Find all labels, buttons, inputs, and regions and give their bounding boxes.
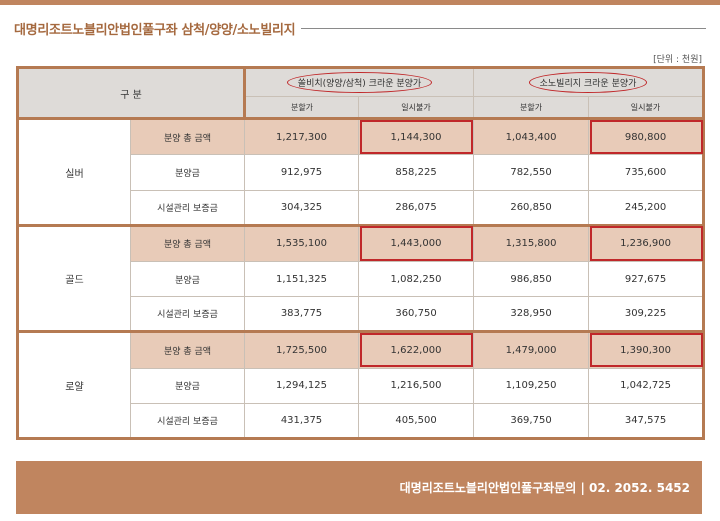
value-cell: 1,725,500	[244, 330, 359, 369]
table-row: 골드 분양 총 금액 1,535,100 1,443,000 1,315,800…	[16, 223, 706, 334]
value-cell: 383,775	[244, 296, 359, 334]
value-cell: 369,750	[473, 402, 590, 441]
row-label: 분양 총 금액	[130, 117, 245, 156]
value-cell: 986,850	[473, 261, 590, 298]
table-row: 분양금 912,975 858,225 782,550 735,600	[18, 154, 706, 191]
value-cell: 245,200	[588, 189, 706, 227]
value-cell: 1,315,800	[473, 223, 590, 263]
row-label: 분양금	[130, 261, 245, 298]
value-cell: 260,850	[473, 189, 590, 227]
row-label: 시설관리 보증금	[130, 189, 245, 227]
title-divider	[301, 27, 706, 29]
value-cell: 286,075	[357, 189, 475, 227]
table-row: 시설관리 보증금 383,775 360,750 328,950 309,225	[18, 296, 706, 334]
value-cell: 405,500	[357, 402, 475, 441]
row-label: 분양금	[130, 367, 245, 404]
header-group1-label: 쏠비치(양양/삼척) 크라운 분양가	[297, 79, 422, 90]
table-row: 시설관리 보증금 431,375 405,500 369,750 347,575	[18, 402, 706, 441]
title-row: 대명리조트노블리안법인풀구좌 삼척/양양/소노빌리지	[14, 18, 706, 38]
header-group2-label: 소노빌리지 크라운 분양가	[539, 79, 637, 90]
row-label: 시설관리 보증금	[130, 402, 245, 441]
contact-text: 대명리조트노블리안법인풀구좌문의 | 02. 2052. 5452	[399, 481, 690, 495]
value-cell: 1,109,250	[473, 367, 590, 404]
value-cell: 1,082,250	[357, 261, 475, 298]
value-cell-highlighted: 1,144,300	[357, 117, 475, 156]
value-cell: 912,975	[244, 154, 359, 191]
value-cell: 927,675	[588, 261, 706, 298]
table-row: 시설관리 보증금 304,325 286,075 260,850 245,200	[18, 189, 706, 227]
header-group-solbeach: 쏠비치(양양/삼척) 크라운 분양가	[243, 65, 475, 98]
value-cell: 735,600	[588, 154, 706, 191]
table-row: 분양금 1,151,325 1,082,250 986,850 927,675	[18, 261, 706, 298]
value-cell: 1,535,100	[244, 223, 359, 263]
header-category: 구 분	[16, 65, 246, 121]
subheader-lumpsum: 일시불가	[588, 96, 706, 121]
value-cell: 1,216,500	[357, 367, 475, 404]
value-cell-highlighted: 1,443,000	[357, 223, 475, 263]
top-accent-bar	[0, 0, 720, 5]
grade-cell: 골드	[16, 223, 131, 334]
value-cell: 1,217,300	[244, 117, 359, 156]
value-cell: 347,575	[588, 402, 706, 441]
row-label: 분양 총 금액	[130, 223, 245, 263]
grade-cell: 로얄	[16, 330, 131, 440]
value-cell: 782,550	[473, 154, 590, 191]
value-cell: 360,750	[357, 296, 475, 334]
page-title: 대명리조트노블리안법인풀구좌 삼척/양양/소노빌리지	[14, 22, 296, 38]
subheader-lumpsum: 일시불가	[357, 96, 475, 121]
grade-cell: 실버	[16, 117, 131, 227]
unit-label: [단위 : 천원]	[653, 55, 702, 65]
group2-highlight-oval: 소노빌리지 크라운 분양가	[528, 72, 648, 94]
row-label: 분양금	[130, 154, 245, 191]
subheader-installment: 분할가	[473, 96, 590, 121]
value-cell: 431,375	[244, 402, 359, 441]
value-cell: 1,479,000	[473, 330, 590, 369]
contact-footer-banner: 대명리조트노블리안법인풀구좌문의 | 02. 2052. 5452	[16, 461, 702, 514]
value-cell-highlighted: 1,390,300	[588, 330, 706, 369]
table-row: 분양금 1,294,125 1,216,500 1,109,250 1,042,…	[18, 367, 706, 404]
value-cell: 309,225	[588, 296, 706, 334]
value-cell: 1,151,325	[244, 261, 359, 298]
row-label: 시설관리 보증금	[130, 296, 245, 334]
table-row: 실버 분양 총 금액 1,217,300 1,144,300 1,043,400…	[16, 117, 706, 227]
table-row: 로얄 분양 총 금액 1,725,500 1,622,000 1,479,000…	[16, 330, 706, 440]
value-cell: 1,294,125	[244, 367, 359, 404]
value-cell-highlighted: 1,236,900	[588, 223, 706, 263]
group1-highlight-oval: 쏠비치(양양/삼척) 크라운 분양가	[286, 72, 433, 94]
subheader-installment: 분할가	[244, 96, 359, 121]
value-cell: 328,950	[473, 296, 590, 334]
value-cell: 858,225	[357, 154, 475, 191]
value-cell-highlighted: 980,800	[588, 117, 706, 156]
value-cell: 304,325	[244, 189, 359, 227]
header-group-sonovillage: 소노빌리지 크라운 분양가	[473, 65, 706, 98]
row-label: 분양 총 금액	[130, 330, 245, 369]
value-cell-highlighted: 1,622,000	[357, 330, 475, 369]
value-cell: 1,043,400	[473, 117, 590, 156]
value-cell: 1,042,725	[588, 367, 706, 404]
price-table: 구 분 쏠비치(양양/삼척) 크라운 분양가 소노빌리지 크라운 분양가 분할가…	[16, 65, 706, 441]
